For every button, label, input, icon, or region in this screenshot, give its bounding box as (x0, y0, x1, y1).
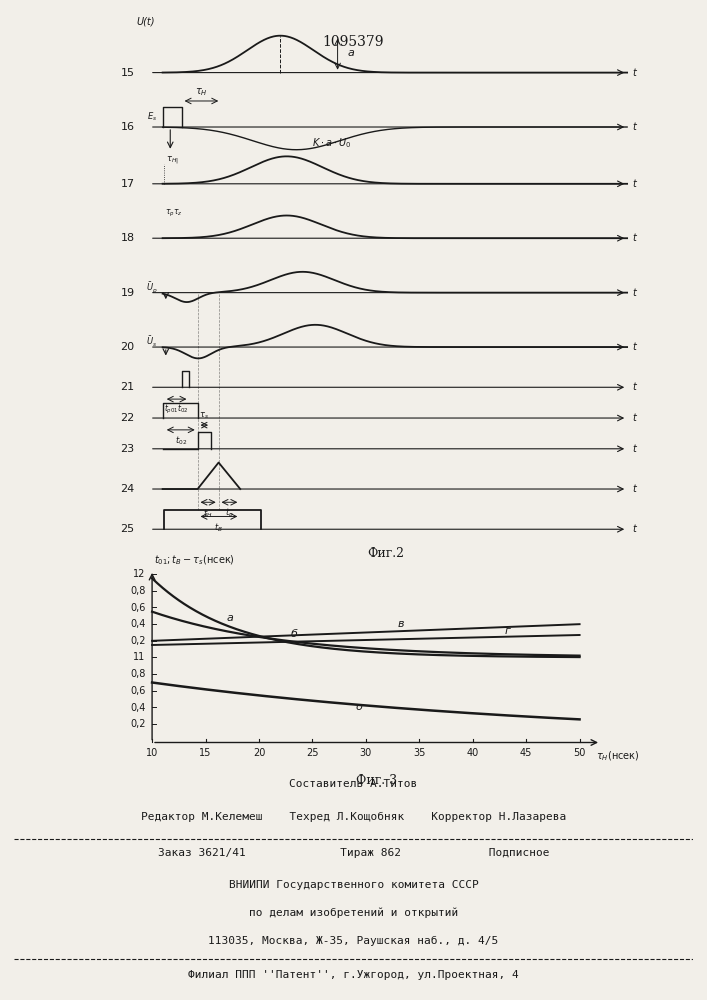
Text: 1095379: 1095379 (323, 35, 384, 49)
Text: 15: 15 (199, 747, 211, 758)
Text: 15: 15 (121, 68, 134, 78)
Text: 10: 10 (146, 747, 158, 758)
Text: Заказ 3621/41              Тираж 862             Подписное: Заказ 3621/41 Тираж 862 Подписное (158, 848, 549, 858)
Text: 0,4: 0,4 (130, 702, 146, 712)
Text: 19: 19 (121, 288, 134, 298)
Text: г: г (505, 626, 510, 636)
Text: Фиг. 3: Фиг. 3 (356, 774, 397, 787)
Text: t: t (632, 288, 636, 298)
Text: $t_B$: $t_B$ (214, 521, 223, 534)
Text: 17: 17 (121, 179, 134, 189)
Text: Филиал ППП ''Патент'', г.Ужгород, ул.Проектная, 4: Филиал ППП ''Патент'', г.Ужгород, ул.Про… (188, 970, 519, 980)
Text: 20: 20 (121, 342, 134, 352)
Text: 24: 24 (120, 484, 135, 494)
Text: Фиг.2: Фиг.2 (367, 547, 404, 560)
Text: $E_s$: $E_s$ (147, 110, 158, 123)
Text: о: о (355, 702, 362, 712)
Text: $\bar{U}_p$: $\bar{U}_p$ (146, 280, 158, 295)
Text: 11: 11 (134, 652, 146, 662)
Text: 22: 22 (120, 413, 135, 423)
Text: $t_p$: $t_p$ (225, 507, 234, 520)
Text: 18: 18 (121, 233, 134, 243)
Text: t: t (632, 342, 636, 352)
Text: $\tau_H$(нсек): $\tau_H$(нсек) (595, 749, 639, 763)
Text: 0,4: 0,4 (130, 619, 146, 629)
Text: t: t (632, 179, 636, 189)
Text: б: б (291, 629, 298, 639)
Text: 20: 20 (253, 747, 265, 758)
Text: $\bar{U}_s$: $\bar{U}_s$ (146, 335, 158, 349)
Text: 0,8: 0,8 (130, 586, 146, 596)
Text: 25: 25 (306, 747, 319, 758)
Text: 45: 45 (520, 747, 532, 758)
Text: в: в (398, 619, 404, 629)
Text: 16: 16 (121, 122, 134, 132)
Text: 12: 12 (134, 569, 146, 579)
Text: 0,6: 0,6 (130, 602, 146, 612)
Text: 23: 23 (121, 444, 134, 454)
Text: $t_H$: $t_H$ (204, 507, 213, 520)
Text: 21: 21 (121, 382, 134, 392)
Text: t: t (632, 233, 636, 243)
Text: $t_{01};t_B-\tau_s$(нсек): $t_{01};t_B-\tau_s$(нсек) (154, 554, 235, 567)
Text: $\tau_s$: $\tau_s$ (199, 411, 209, 421)
Text: t: t (632, 413, 636, 423)
Text: 35: 35 (413, 747, 426, 758)
Text: Составитель А.Титов: Составитель А.Титов (289, 779, 418, 789)
Text: 50: 50 (573, 747, 586, 758)
Text: t: t (632, 484, 636, 494)
Text: Редактор М.Келемеш    Техред Л.Кощобняк    Корректор Н.Лазарева: Редактор М.Келемеш Техред Л.Кощобняк Кор… (141, 811, 566, 822)
Text: а: а (227, 613, 234, 623)
Text: $\tau_H$: $\tau_H$ (195, 86, 208, 98)
Text: по делам изобретений и открытий: по делам изобретений и открытий (249, 908, 458, 918)
Text: 0,2: 0,2 (130, 719, 146, 729)
Text: U(t): U(t) (136, 17, 155, 27)
Text: ВНИИПИ Государственного комитета СССР: ВНИИПИ Государственного комитета СССР (228, 880, 479, 890)
Text: $t_{02}$: $t_{02}$ (175, 434, 187, 447)
Text: 0,6: 0,6 (130, 686, 146, 696)
Text: t: t (632, 524, 636, 534)
Text: 30: 30 (360, 747, 372, 758)
Text: 0,8: 0,8 (130, 669, 146, 679)
Text: $\tau_p\tau_z$: $\tau_p\tau_z$ (165, 208, 182, 219)
Text: 0,2: 0,2 (130, 636, 146, 646)
Text: $\tau_{H|}$: $\tau_{H|}$ (165, 155, 179, 167)
Text: a: a (347, 48, 354, 58)
Text: 113035, Москва, Ж-35, Раушская наб., д. 4/5: 113035, Москва, Ж-35, Раушская наб., д. … (209, 936, 498, 946)
Text: t: t (632, 122, 636, 132)
Text: $K \cdot a \cdot U_0$: $K \cdot a \cdot U_0$ (312, 136, 351, 150)
Text: 25: 25 (121, 524, 134, 534)
Text: 40: 40 (467, 747, 479, 758)
Text: $t_{p01}t_{02}$: $t_{p01}t_{02}$ (164, 403, 189, 416)
Text: t: t (632, 68, 636, 78)
Text: t: t (632, 382, 636, 392)
Text: t: t (632, 444, 636, 454)
